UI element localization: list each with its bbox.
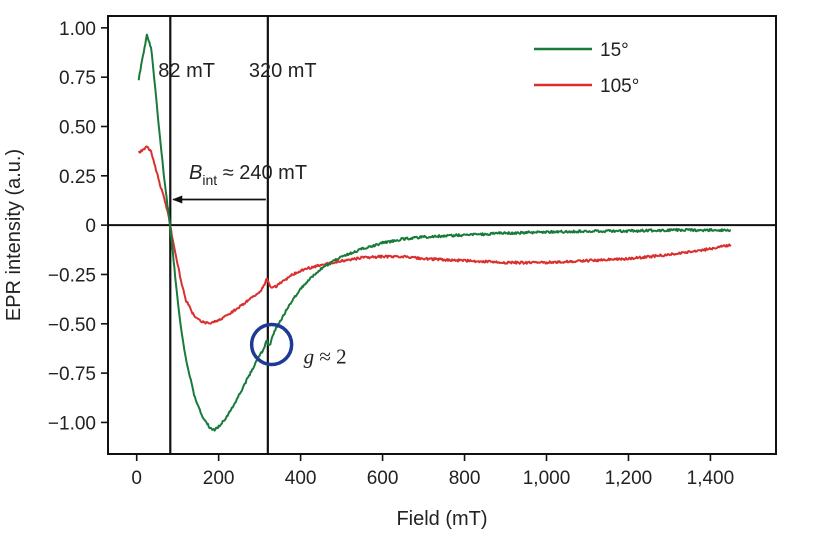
b-int-symbol: B [189, 162, 202, 184]
g-symbol: g [304, 345, 315, 369]
x-axis-title: Field (mT) [396, 508, 487, 530]
x-tick-label: 400 [285, 468, 317, 489]
b-int-subscript: int [202, 172, 217, 188]
y-tick-label: 0.75 [59, 68, 96, 89]
g-factor-label: g ≈ 2 [304, 345, 347, 369]
y-axis-ticks: 1.00 0.75 0.50 0.25 0 −0.25 −0.50 −0.75 −1.00 [48, 19, 108, 434]
x-tick-label: 1,200 [605, 468, 653, 489]
y-tick-label: −1.00 [48, 413, 96, 434]
x-tick-label: 1,000 [523, 468, 571, 489]
x-tick-label: 0 [131, 468, 142, 489]
y-tick-label: 0.50 [59, 117, 96, 138]
x-tick-label: 200 [203, 468, 235, 489]
series-group [137, 33, 732, 432]
y-tick-label: 0 [85, 216, 96, 237]
y-tick-label: −0.50 [48, 315, 96, 336]
legend: 15° 105° [534, 40, 639, 97]
g-factor-circle [249, 322, 294, 367]
y-tick-label: −0.75 [48, 364, 96, 385]
y-axis-title: EPR intensity (a.u.) [3, 149, 25, 321]
g-value: ≈ 2 [314, 345, 347, 369]
y-tick-label: −0.25 [48, 265, 96, 286]
legend-label-15deg: 15° [600, 40, 629, 61]
plot-frame [107, 15, 777, 455]
series-line-15deg [137, 33, 732, 432]
x-tick-label: 1,400 [687, 468, 735, 489]
label-82mT: 82 mT [158, 60, 215, 82]
b-int-label: Bint ≈ 240 mT [189, 162, 307, 188]
x-tick-label: 800 [449, 468, 481, 489]
series-line-105deg [137, 145, 732, 325]
x-tick-label: 600 [367, 468, 399, 489]
label-320mT: 320 mT [249, 60, 317, 82]
y-tick-label: 1.00 [59, 19, 96, 40]
legend-label-105deg: 105° [600, 76, 639, 97]
y-tick-label: 0.25 [59, 167, 96, 188]
x-axis-ticks: 0 200 400 600 800 1,000 1,200 1,400 [131, 454, 734, 489]
b-int-value: ≈ 240 mT [217, 162, 307, 184]
